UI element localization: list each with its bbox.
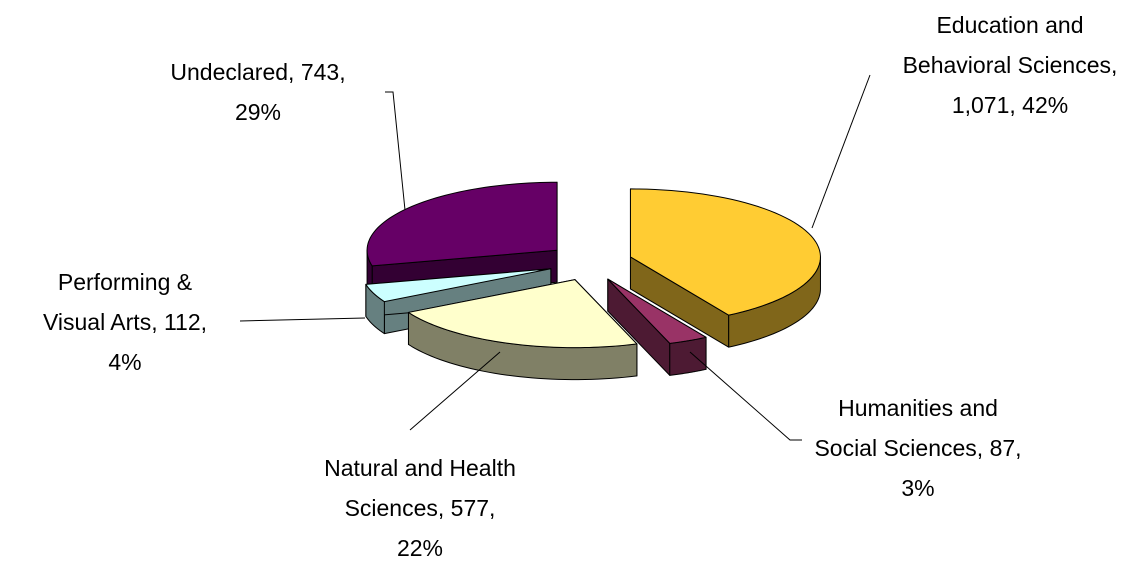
- slice-top: [407, 279, 638, 349]
- leader-line: [385, 91, 406, 211]
- data-label: Education and Behavioral Sciences, 1,071…: [902, 12, 1118, 118]
- slice: [407, 279, 638, 381]
- data-label: Natural and Health Sciences, 577, 22%: [324, 455, 516, 561]
- leader-line: [239, 317, 366, 322]
- slice-top: [366, 181, 558, 267]
- data-label: Humanities and Social Sciences, 87, 3%: [814, 395, 1022, 501]
- slice: [607, 278, 707, 376]
- slice-top: [607, 278, 707, 344]
- slice: [629, 188, 821, 348]
- data-label: Undeclared, 743, 29%: [170, 59, 346, 125]
- slice-top: [365, 268, 552, 303]
- leader-line: [811, 74, 871, 229]
- leader-line: [409, 351, 501, 431]
- slice-top: [629, 188, 821, 316]
- leader-line: [689, 351, 802, 441]
- data-label: Performing & Visual Arts, 112, 4%: [42, 269, 208, 375]
